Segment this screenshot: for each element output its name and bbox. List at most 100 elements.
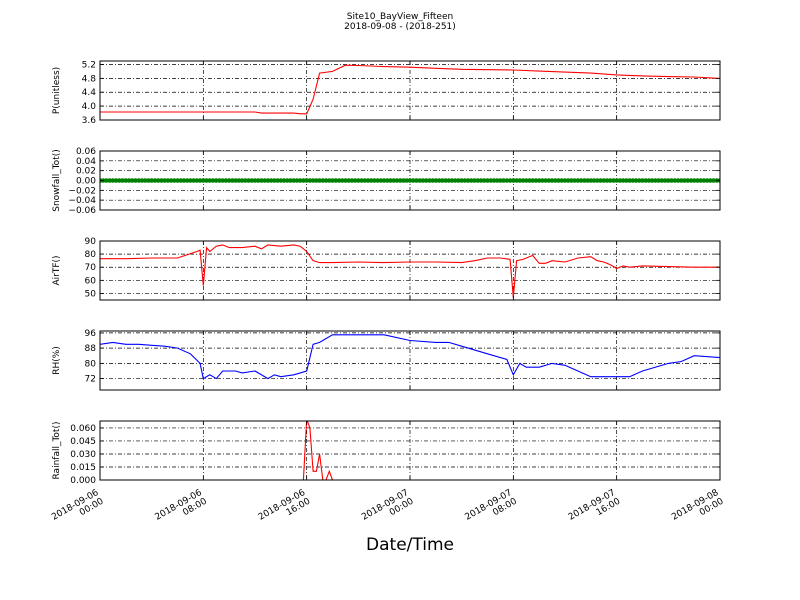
data-point — [698, 178, 703, 183]
data-point — [359, 178, 364, 183]
data-point — [430, 178, 435, 183]
data-point — [301, 178, 306, 183]
y-tick-label: 0.015 — [70, 463, 96, 473]
data-point — [446, 178, 452, 183]
data-point — [427, 178, 432, 183]
data-point — [323, 178, 329, 183]
data-point — [272, 178, 277, 183]
data-point — [627, 178, 632, 183]
data-point — [129, 178, 135, 183]
data-point — [704, 178, 710, 183]
data-point — [120, 178, 125, 183]
data-point — [640, 178, 645, 183]
y-tick-label: 3.6 — [82, 116, 97, 126]
data-point — [585, 178, 590, 183]
data-point — [201, 178, 206, 183]
data-point — [708, 178, 713, 183]
data-point — [159, 178, 164, 183]
data-point — [320, 178, 326, 183]
data-point — [485, 178, 490, 183]
figure-title-line1: Site10_BayView_Fifteen — [347, 12, 453, 22]
y-tick-label: 80 — [85, 250, 97, 260]
y-tick-label: 0.000 — [70, 476, 96, 486]
data-point — [117, 178, 122, 183]
data-point — [194, 178, 200, 183]
data-point — [136, 178, 142, 183]
data-point — [439, 178, 445, 183]
data-point — [294, 178, 300, 183]
data-point — [410, 178, 416, 183]
data-point — [656, 178, 661, 183]
data-point — [333, 178, 339, 183]
data-point — [230, 178, 235, 183]
data-point — [217, 178, 222, 183]
x-tick-label: 2018-09-0700:00 — [360, 488, 416, 532]
data-point — [666, 178, 671, 183]
data-point — [588, 178, 594, 183]
data-point — [472, 178, 477, 183]
data-point — [636, 178, 642, 183]
subplot-5: 0.000 0.015 0.030 0.045 0.060 Rainfall_Tot() 2… — [50, 420, 726, 532]
y-tick-label: 70 — [85, 263, 97, 273]
data-point — [433, 178, 439, 183]
data-point — [142, 178, 148, 183]
data-point — [113, 178, 119, 183]
data-point — [475, 178, 481, 183]
y-tick-label: −0.06 — [68, 206, 96, 216]
data-point — [449, 178, 455, 183]
data-point — [291, 178, 297, 183]
data-point — [614, 178, 619, 183]
data-point — [488, 178, 494, 183]
data-point — [343, 178, 348, 183]
data-point — [562, 178, 568, 183]
y-tick-label: 4.8 — [82, 74, 97, 84]
data-point — [255, 178, 261, 183]
data-point — [178, 178, 184, 183]
y-axis-label: Rainfall_Tot() — [52, 422, 62, 480]
data-point — [494, 178, 500, 183]
y-tick-label: 0.06 — [76, 147, 96, 157]
data-point — [501, 178, 506, 183]
data-point — [572, 178, 577, 183]
data-point — [701, 178, 707, 183]
data-point — [207, 178, 213, 183]
data-point — [297, 178, 303, 183]
data-point — [417, 178, 422, 183]
data-point — [669, 178, 674, 183]
data-point — [649, 178, 655, 183]
data-point — [336, 178, 342, 183]
data-point — [546, 178, 552, 183]
data-point — [133, 178, 138, 183]
data-point — [675, 178, 681, 183]
data-point — [378, 178, 384, 183]
subplot-3: 50 60 70 80 90 AirTF() — [52, 237, 721, 301]
data-point — [514, 178, 519, 183]
data-point — [288, 178, 293, 183]
data-point — [646, 178, 652, 183]
x-tick-label: 2018-09-0616:00 — [257, 488, 313, 532]
data-point — [559, 178, 565, 183]
y-tick-label: −0.04 — [68, 196, 96, 206]
x-tick-label: 2018-09-0600:00 — [50, 488, 106, 532]
data-point — [184, 178, 190, 183]
data-point — [356, 178, 361, 183]
data-point — [688, 178, 694, 183]
y-tick-label: 72 — [85, 375, 96, 385]
data-point — [381, 178, 387, 183]
data-point — [630, 178, 636, 183]
data-point — [168, 178, 174, 183]
data-point — [246, 178, 251, 183]
data-point — [491, 178, 497, 183]
data-point — [523, 178, 529, 183]
data-point — [104, 178, 109, 183]
data-point — [653, 178, 658, 183]
data-point — [517, 178, 523, 183]
data-point — [459, 178, 464, 183]
data-point — [243, 178, 248, 183]
y-tick-label: 0.00 — [76, 177, 96, 187]
data-point — [598, 178, 603, 183]
data-point — [197, 178, 203, 183]
data-point — [304, 178, 309, 183]
y-tick-label: 5.2 — [82, 60, 96, 70]
x-axis-label: Date/Time — [366, 535, 454, 555]
